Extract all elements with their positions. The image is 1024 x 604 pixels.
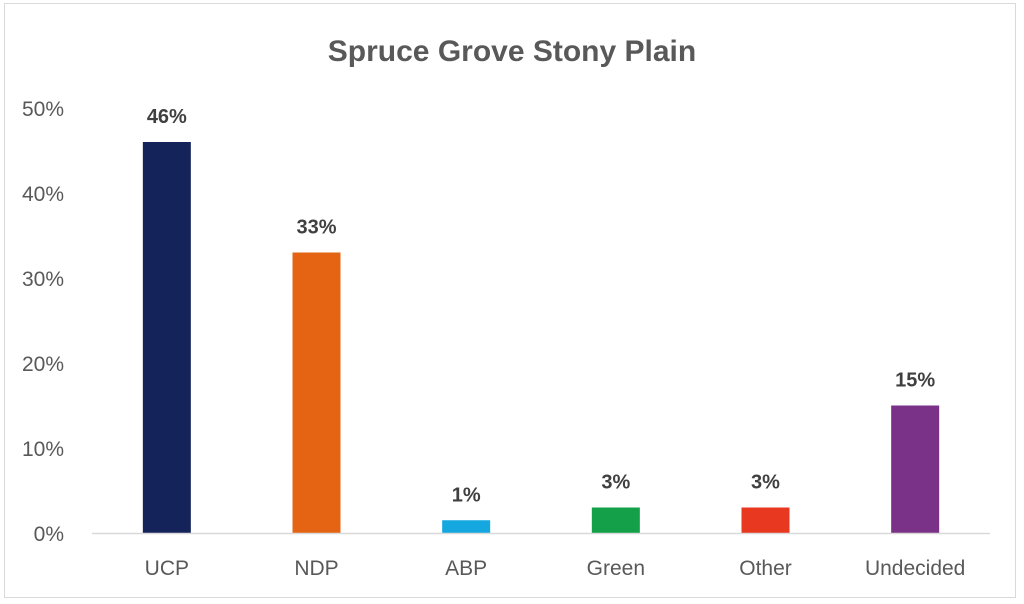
bar-abp bbox=[442, 520, 491, 533]
data-label-ndp: 33% bbox=[296, 217, 336, 239]
y-tick-label: 10% bbox=[22, 438, 64, 461]
bar-green bbox=[591, 507, 640, 533]
bar-other bbox=[741, 507, 790, 533]
y-tick-label: 50% bbox=[22, 98, 64, 121]
x-axis-ticks: UCP NDP ABP Green Other Undecided bbox=[145, 557, 966, 580]
x-tick-label-green: Green bbox=[587, 557, 645, 580]
y-tick-label: 0% bbox=[34, 523, 64, 546]
data-label-abp: 1% bbox=[452, 484, 481, 506]
data-labels: 46% 33% 1% 3% 3% 15% bbox=[147, 106, 936, 506]
y-tick-label: 40% bbox=[22, 183, 64, 206]
x-tick-label-ucp: UCP bbox=[145, 557, 189, 580]
x-tick-label-other: Other bbox=[739, 557, 792, 580]
chart-title: Spruce Grove Stony Plain bbox=[328, 35, 696, 68]
x-tick-label-undecided: Undecided bbox=[865, 557, 965, 580]
data-label-undecided: 15% bbox=[895, 370, 935, 392]
bars bbox=[142, 142, 940, 533]
data-label-ucp: 46% bbox=[147, 106, 187, 128]
data-label-green: 3% bbox=[601, 472, 630, 494]
x-tick-label-abp: ABP bbox=[445, 557, 487, 580]
y-axis-ticks: 0% 10% 20% 30% 40% 50% bbox=[22, 98, 64, 546]
x-tick-label-ndp: NDP bbox=[294, 557, 338, 580]
bar-ndp bbox=[292, 252, 341, 533]
bar-undecided bbox=[891, 405, 940, 533]
y-tick-label: 20% bbox=[22, 353, 64, 376]
bar-ucp bbox=[142, 142, 191, 533]
data-label-other: 3% bbox=[751, 472, 780, 494]
y-tick-label: 30% bbox=[22, 268, 64, 291]
